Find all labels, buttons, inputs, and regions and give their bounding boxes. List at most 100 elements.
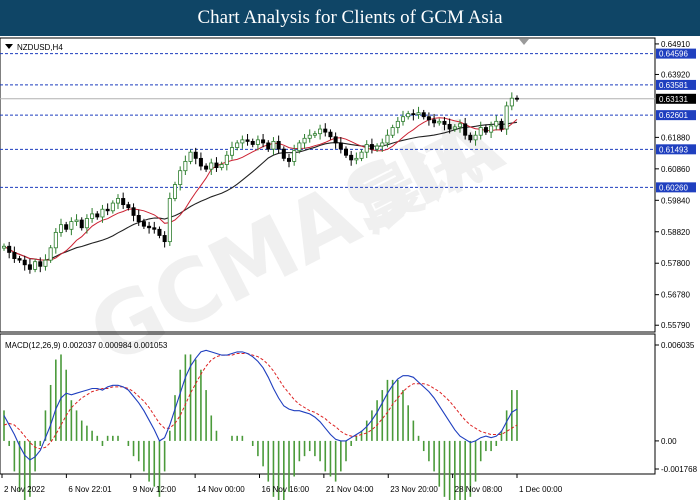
price-plot: 0.64596 0.63581 0.62601 0.61493 0.60260 0.631…	[0, 37, 696, 333]
slow-moving-average-line	[3, 121, 518, 261]
candle-body	[7, 245, 12, 253]
candlestick	[115, 194, 121, 209]
candlestick	[297, 140, 302, 154]
candlestick	[354, 152, 359, 165]
candle-body	[302, 137, 307, 144]
candle-body	[375, 145, 380, 150]
candlestick	[369, 138, 374, 154]
candle-body	[390, 127, 395, 136]
price-tick-label: 0.58820	[661, 228, 690, 237]
candle-body	[369, 144, 374, 150]
candlestick	[380, 138, 385, 152]
candlestick	[229, 141, 235, 160]
candlestick	[318, 124, 323, 140]
candlestick	[468, 132, 473, 143]
candle-body	[90, 213, 95, 219]
candle-body	[110, 202, 115, 212]
candlestick	[131, 203, 136, 222]
candle-body	[64, 224, 69, 230]
candle-body	[318, 128, 323, 135]
candlestick	[141, 218, 146, 229]
candlestick	[328, 129, 333, 140]
candlestick	[411, 109, 416, 121]
candle-body	[385, 134, 390, 144]
candle-body	[131, 207, 136, 216]
candle-body	[354, 157, 359, 161]
candlestick	[95, 211, 100, 220]
candle-body	[162, 235, 167, 243]
candlestick	[235, 140, 240, 151]
time-tick-label: 16 Nov 16:00	[262, 485, 310, 494]
candle-body	[328, 131, 333, 138]
time-axis: 2 Nov 2022 6 Nov 22:01 9 Nov 12:00 14 Nov 0…	[1, 474, 563, 494]
level-price-tag	[656, 79, 696, 90]
candlestick	[198, 152, 203, 171]
price-tick-label: 0.55790	[661, 321, 690, 330]
shift-marker-icon	[519, 39, 529, 45]
candlestick	[271, 137, 276, 155]
candlestick	[178, 166, 183, 191]
candlestick	[359, 149, 364, 162]
time-tick-label: 2 Nov 2022	[4, 485, 45, 494]
level-price-label: 0.64596	[659, 50, 688, 59]
candlestick	[172, 181, 178, 202]
candlestick	[390, 124, 395, 138]
candlestick	[121, 192, 126, 209]
candlestick	[105, 203, 110, 216]
candle-body	[281, 148, 286, 159]
level-price-label: 0.63581	[659, 81, 688, 90]
candle-body	[426, 116, 431, 121]
price-tick-label: 0.57800	[661, 259, 690, 268]
candlestick	[447, 118, 452, 134]
candle-body	[38, 261, 43, 267]
candle-body	[105, 208, 110, 212]
candle-body	[261, 139, 266, 144]
candle-body	[167, 198, 172, 243]
macd-tick-label: -0.001768	[661, 465, 698, 474]
macd-label: MACD(12,26,9) 0.002037 0.000984 0.001053	[5, 341, 168, 350]
candle-body	[463, 123, 468, 136]
candlestick	[250, 138, 255, 148]
candle-body	[416, 112, 421, 115]
candle-body	[333, 136, 338, 144]
candlestick	[74, 214, 79, 226]
candlestick	[437, 118, 442, 126]
chart-title-banner: Chart Analysis for Clients of GCM Asia	[0, 0, 700, 36]
candlestick	[219, 161, 224, 171]
candle-body	[364, 144, 369, 153]
candlestick	[204, 163, 209, 172]
candle-body	[17, 258, 22, 261]
candle-body	[152, 227, 157, 230]
candle-body	[121, 198, 126, 206]
candlestick	[152, 221, 157, 234]
candlestick	[406, 110, 411, 120]
candlestick	[452, 124, 457, 132]
price-tick-label: 0.60860	[661, 165, 690, 174]
candlestick	[494, 115, 499, 131]
price-tick-label: 0.56780	[661, 291, 690, 300]
symbol-menu-icon[interactable]	[5, 44, 13, 49]
level-price-label: 0.61493	[659, 145, 688, 154]
candlestick	[193, 147, 198, 165]
candle-body	[126, 204, 131, 209]
candlestick	[395, 117, 400, 134]
candle-body	[395, 120, 400, 128]
candlestick	[84, 214, 89, 234]
candlestick	[12, 246, 17, 263]
symbol-label: NZDUSD,H4	[17, 43, 63, 52]
candle-body	[48, 247, 53, 261]
candle-body	[178, 170, 183, 185]
candlestick	[38, 257, 43, 273]
candlestick	[136, 209, 141, 226]
candlestick	[90, 208, 95, 223]
candle-body	[172, 184, 178, 199]
level-price-label: 0.62601	[659, 111, 688, 120]
time-tick-label: 21 Nov 04:00	[326, 485, 374, 494]
candle-body	[489, 125, 494, 133]
price-tick-label: 0.63920	[661, 70, 690, 79]
macd-plot: 0.006035 0.00 -0.001768 MACD(12,26,9) 0.00…	[0, 333, 698, 500]
candlestick	[209, 158, 214, 176]
candle-body	[27, 264, 32, 270]
candle-body	[447, 124, 452, 130]
candle-body	[514, 97, 520, 100]
